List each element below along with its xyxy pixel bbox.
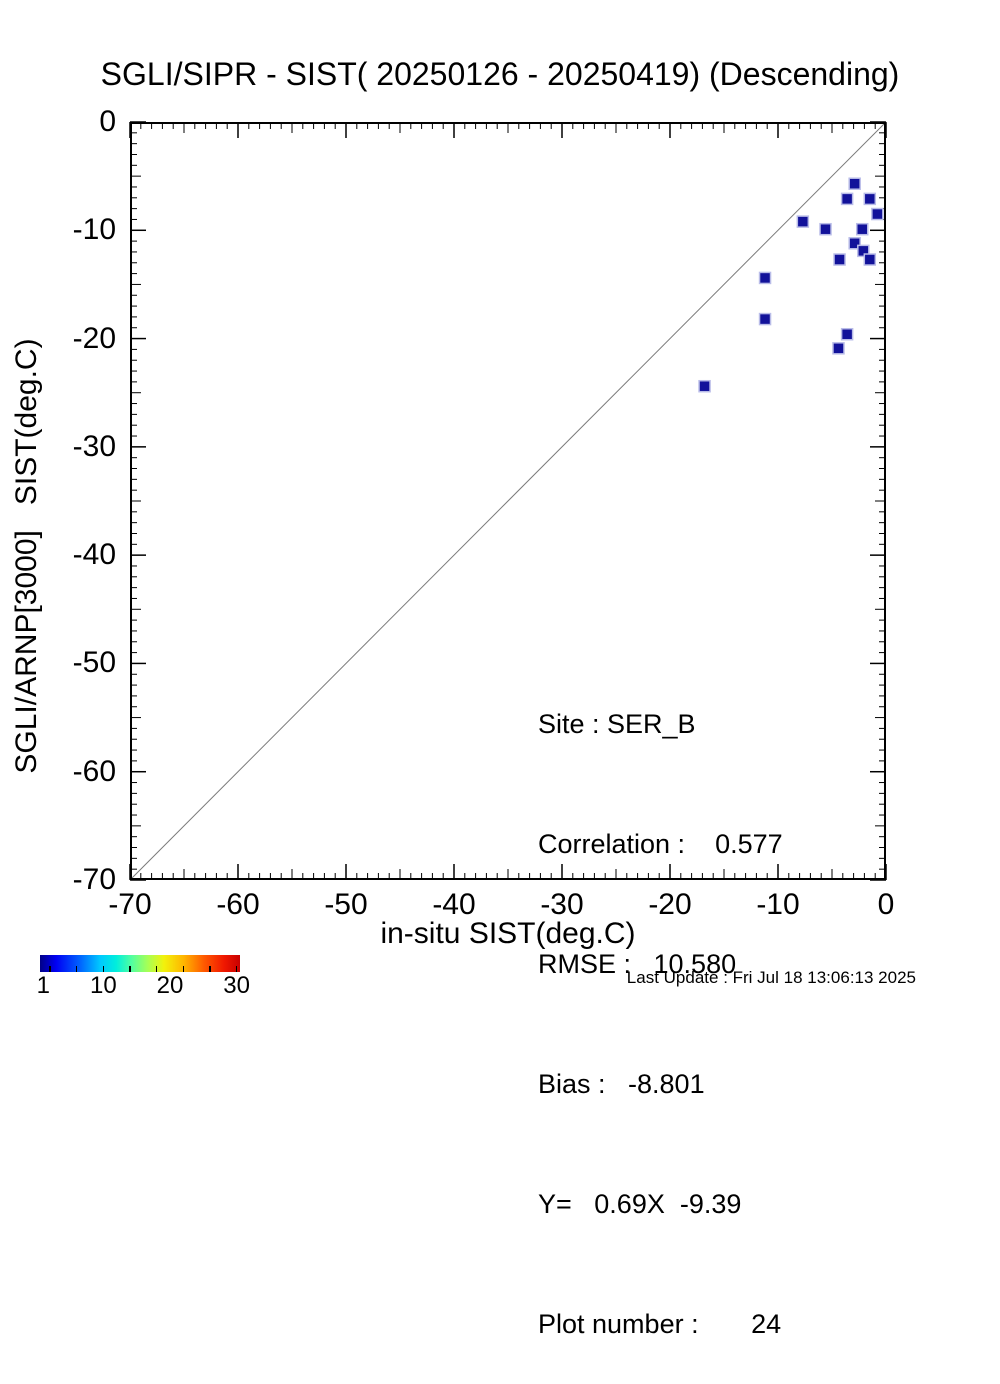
colorbar-label: 1	[36, 972, 50, 999]
colorbar-label: 10	[89, 972, 117, 999]
data-point	[833, 253, 846, 266]
colorbar-label: 20	[156, 972, 184, 999]
data-point	[698, 379, 711, 393]
colorbar-tick	[209, 966, 211, 972]
data-point	[848, 237, 861, 250]
colorbar-tick	[129, 966, 131, 972]
x-tick-label: -10	[756, 888, 800, 921]
colorbar-tick	[75, 966, 78, 972]
y-tick-label: -70	[72, 863, 116, 896]
x-tick-label: -30	[540, 888, 584, 921]
data-point	[848, 177, 861, 190]
colorbar-labels: 1 10 20 30	[0, 972, 300, 1000]
stat-plot-number: Plot number : 24	[538, 1309, 782, 1339]
colorbar-tick	[49, 966, 51, 972]
y-tick-label: -50	[72, 646, 116, 680]
data-point	[863, 192, 877, 206]
data-point	[832, 342, 845, 355]
colorbar-tick	[102, 966, 105, 972]
stat-site: Site : SER_B	[538, 709, 696, 739]
data-point	[855, 222, 869, 236]
y-tick-label: -30	[72, 429, 116, 463]
y-tick-label: -10	[72, 213, 116, 247]
colorbar-tick	[235, 966, 238, 972]
data-point	[796, 215, 810, 228]
stat-regression: Y= 0.69X -9.39	[538, 1189, 742, 1219]
y-tick-label: -20	[72, 321, 116, 355]
colorbar-tick	[155, 966, 158, 972]
stat-bias: Bias : -8.801	[538, 1069, 705, 1099]
colorbar	[40, 955, 240, 972]
stat-correlation: Correlation : 0.577	[538, 829, 783, 859]
chart-title: SGLI/SIPR - SIST( 20250126 - 20250419) (…	[100, 56, 900, 92]
data-point	[819, 222, 832, 236]
stats-block: Site : SER_B Correlation : 0.577 RMSE : …	[538, 624, 783, 1384]
data-point	[758, 312, 772, 326]
x-tick-label: -50	[324, 888, 368, 921]
data-point	[840, 327, 854, 341]
data-point	[840, 192, 854, 206]
colorbar-gradient	[40, 955, 240, 972]
colorbar-label: 30	[223, 972, 250, 999]
y-tick-label: -60	[72, 754, 116, 788]
plot-area	[129, 121, 887, 881]
x-tick-label: -60	[216, 888, 260, 921]
identity-line	[129, 121, 887, 881]
data-point	[857, 244, 870, 258]
stat-rmse: RMSE : 10.580	[538, 949, 737, 979]
colorbar-tick	[182, 966, 185, 972]
y-tick-label: -40	[72, 538, 116, 572]
plot-svg	[129, 121, 887, 881]
data-point	[863, 253, 877, 266]
x-tick-label: -70	[108, 888, 152, 921]
x-tick-label: -20	[648, 888, 692, 921]
x-axis-title: in-situ SIST(deg.C)	[380, 917, 636, 950]
y-tick-label: 0	[99, 105, 116, 138]
x-tick-label: -40	[432, 888, 476, 921]
data-point	[758, 271, 772, 285]
last-update-text: Last Update : Fri Jul 18 13:06:13 2025	[626, 968, 916, 987]
data-point	[871, 207, 884, 221]
x-tick-label: 0	[877, 888, 895, 921]
